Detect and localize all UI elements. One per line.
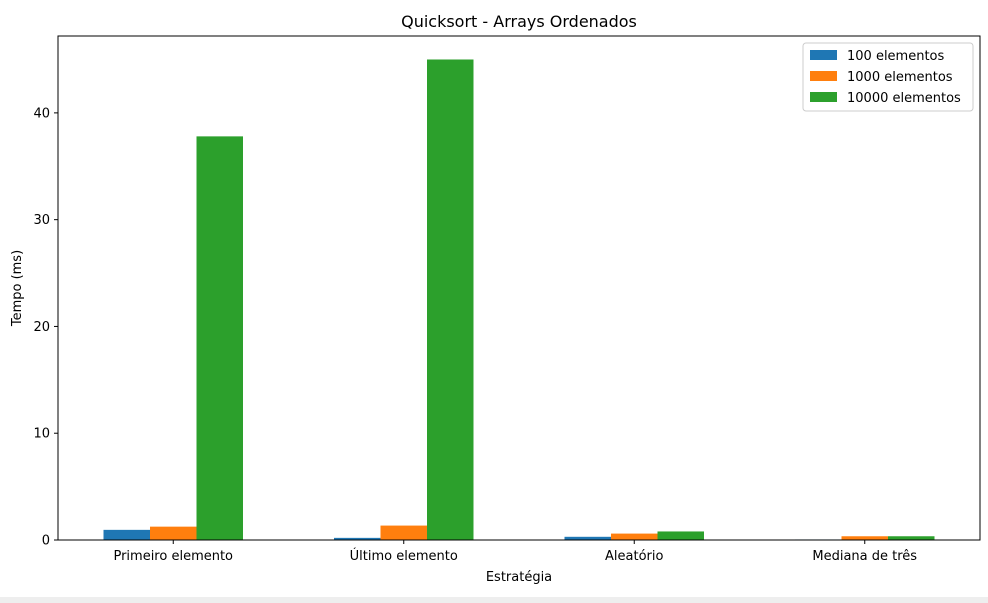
x-tick-label: Último elemento xyxy=(350,548,458,564)
legend-swatch xyxy=(810,71,837,81)
bar-100-elementos-2 xyxy=(334,537,381,540)
bar-1000-elementos-3 xyxy=(611,533,658,540)
x-tick-label: Primeiro elemento xyxy=(113,549,233,564)
chart-title: Quicksort - Arrays Ordenados xyxy=(401,12,637,31)
y-tick-label: 30 xyxy=(33,213,50,228)
x-tick-label: Mediana de três xyxy=(812,549,917,564)
x-tick-label: Aleatório xyxy=(605,549,663,564)
legend: 100 elementos 1000 elementos 10000 element… xyxy=(802,42,974,112)
legend-swatch xyxy=(810,50,837,60)
legend-label: 100 elementos xyxy=(847,49,945,64)
x-axis-label: Estratégia xyxy=(486,570,552,585)
legend-box xyxy=(802,42,974,112)
plot-frame xyxy=(57,35,981,541)
axes-layer: 0 10 20 30 40 Primeiro elemento Último element… xyxy=(33,35,981,564)
y-tick-label: 0 xyxy=(42,534,50,549)
bar-1000-elementos-2 xyxy=(380,525,427,540)
legend-swatch xyxy=(810,92,837,102)
bar-10000-elementos-2 xyxy=(427,59,474,541)
bars-layer xyxy=(103,59,935,541)
legend-label: 1000 elementos xyxy=(847,70,953,85)
bar-10000-elementos-1 xyxy=(196,136,243,540)
bar-1000-elementos-4 xyxy=(841,536,888,540)
y-tick-label: 10 xyxy=(33,427,50,442)
window-bottom-strip xyxy=(0,597,988,603)
bar-10000-elementos-4 xyxy=(888,536,935,540)
y-tick-label: 40 xyxy=(33,106,50,121)
bar-100-elementos-1 xyxy=(103,529,150,540)
bar-1000-elementos-1 xyxy=(150,526,197,540)
bar-10000-elementos-3 xyxy=(657,531,704,540)
legend-label: 10000 elementos xyxy=(847,91,961,106)
bar-100-elementos-3 xyxy=(564,536,611,540)
y-axis-label: Tempo (ms) xyxy=(10,250,25,327)
y-tick-label: 20 xyxy=(33,320,50,335)
